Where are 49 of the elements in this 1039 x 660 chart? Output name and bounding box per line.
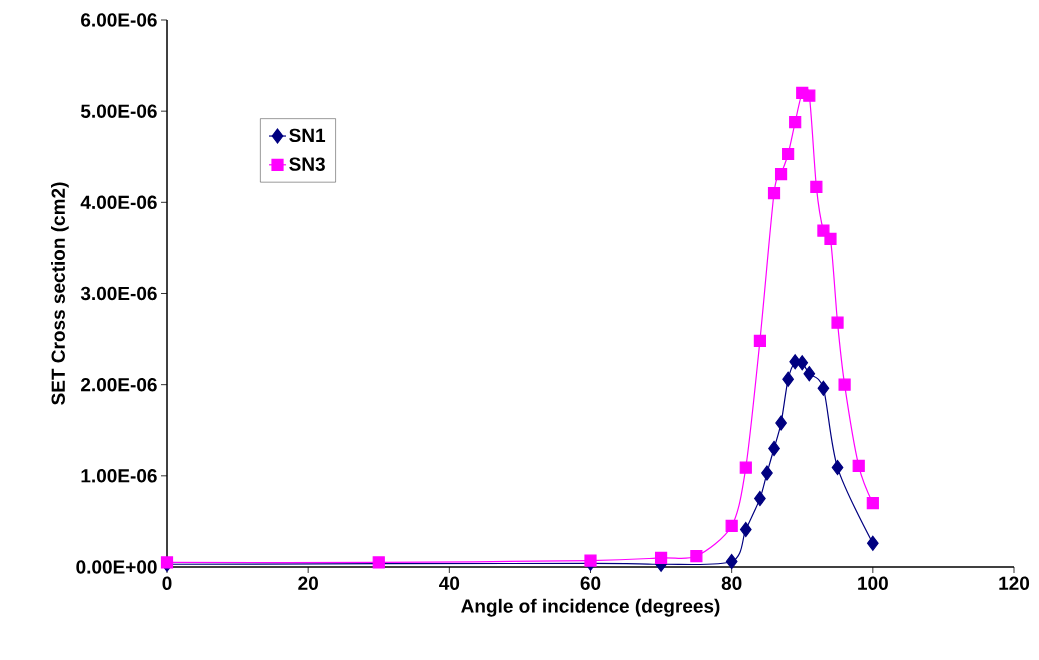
- point: [372, 556, 385, 569]
- point: [789, 116, 802, 129]
- point: [767, 187, 781, 200]
- point: [753, 334, 766, 347]
- y-tick-label: 3.00E-06: [80, 286, 157, 301]
- point: [690, 549, 703, 563]
- point: [739, 461, 752, 474]
- point: [739, 522, 752, 538]
- point: [774, 167, 788, 181]
- y-tick-label: 4.00E-06: [80, 195, 157, 210]
- point: [654, 551, 668, 564]
- y-tick-label: 2.00E-06: [81, 377, 157, 392]
- legend-label: SN1: [289, 128, 326, 143]
- x-axis-title: Angle of incidence (degrees): [461, 598, 720, 617]
- y-tick-label: 5.00E-06: [80, 104, 157, 118]
- point: [831, 316, 844, 329]
- legend-label: SN3: [289, 157, 325, 171]
- x-tick-label: 0: [162, 576, 172, 590]
- point: [775, 415, 787, 431]
- point: [838, 378, 851, 391]
- y-axis-title: SET Cross section (cm2): [51, 182, 69, 405]
- x-tick-label: 20: [298, 576, 318, 590]
- point: [782, 371, 794, 387]
- point: [852, 459, 865, 472]
- x-tick-label: 80: [721, 576, 742, 590]
- point: [803, 89, 816, 102]
- point: [761, 465, 773, 481]
- point: [725, 519, 738, 533]
- point: [817, 380, 830, 396]
- point: [782, 147, 795, 161]
- point: [160, 556, 174, 569]
- x-tick-label: 100: [858, 576, 888, 590]
- point: [584, 554, 597, 567]
- point: [810, 180, 823, 193]
- point: [824, 232, 837, 245]
- point: [866, 497, 879, 510]
- point: [866, 535, 879, 551]
- point: [796, 355, 809, 371]
- y-tick-label: 6.00E-06: [81, 13, 157, 27]
- point: [803, 366, 816, 382]
- x-tick-label: 60: [580, 576, 601, 590]
- point: [768, 440, 780, 457]
- y-tick-label: 0.00E+00: [76, 560, 157, 574]
- x-tick-label: 120: [999, 576, 1030, 590]
- point: [831, 460, 844, 476]
- y-tick-label: 1.00E-06: [81, 469, 157, 483]
- x-tick-label: 40: [439, 576, 460, 590]
- point: [754, 491, 766, 507]
- point: [725, 553, 738, 570]
